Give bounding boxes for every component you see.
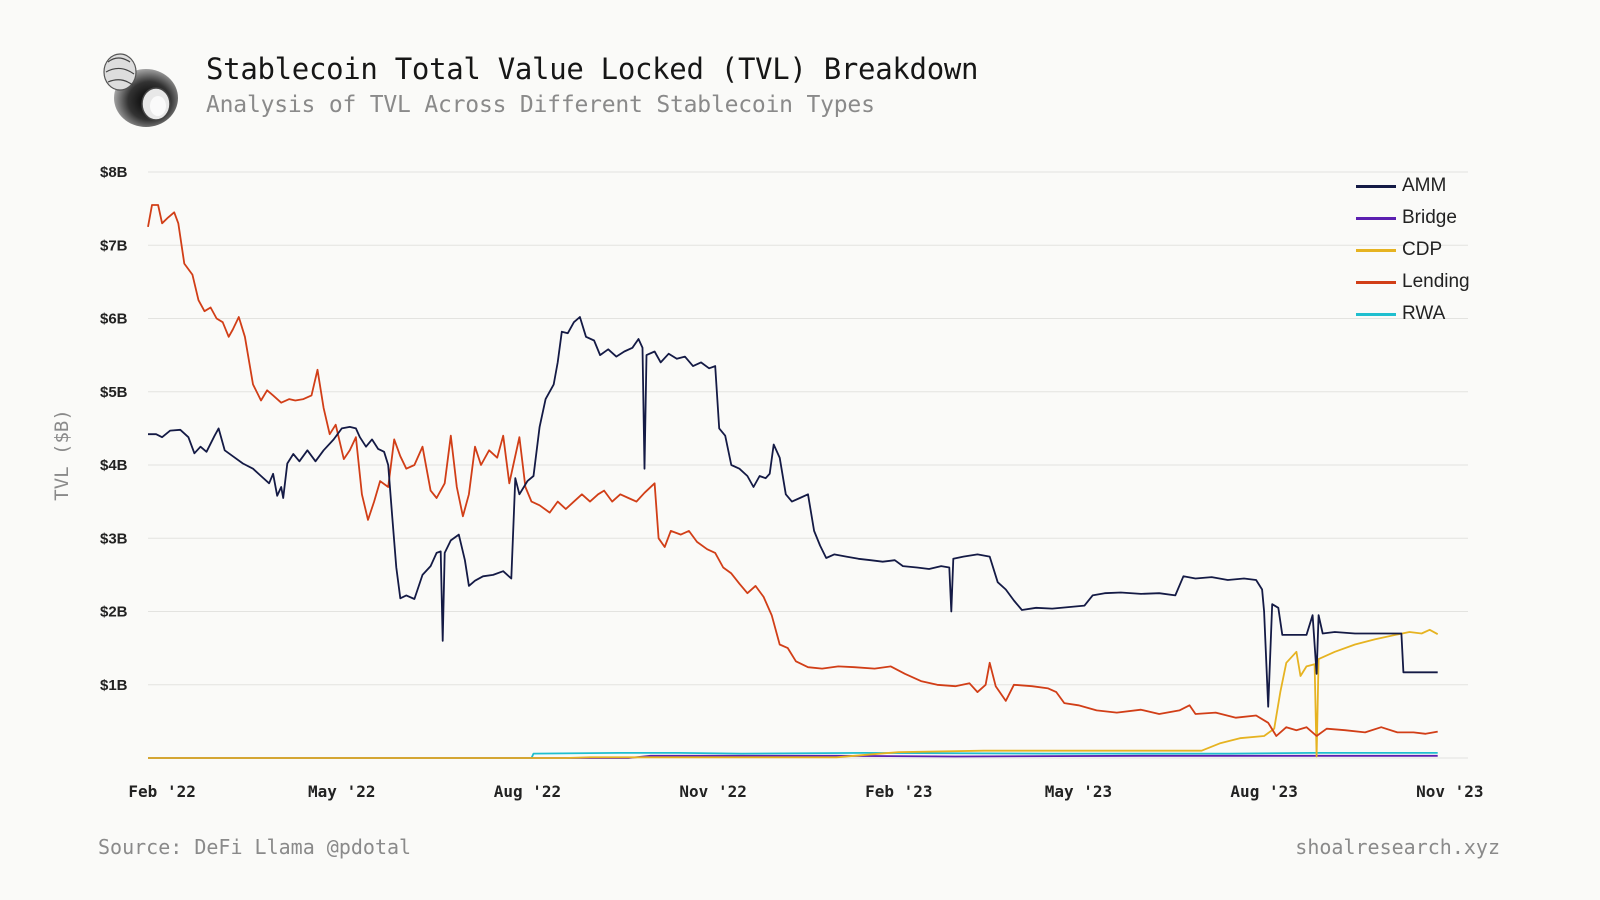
y-tick-label: $8B xyxy=(100,164,128,181)
legend-item-bridge: Bridge xyxy=(1356,205,1516,237)
y-tick-label: $5B xyxy=(100,384,128,401)
site-credit: shoalresearch.xyz xyxy=(1295,835,1500,859)
y-tick-label: $1B xyxy=(100,677,128,694)
chart-title: Stablecoin Total Value Locked (TVL) Brea… xyxy=(206,52,979,86)
series-line-amm xyxy=(148,316,1438,708)
x-tick-label: May '23 xyxy=(1045,782,1112,801)
legend-swatch xyxy=(1356,313,1396,316)
legend-label: CDP xyxy=(1402,239,1443,260)
legend-item-rwa: RWA xyxy=(1356,301,1516,333)
x-tick-label: Nov '23 xyxy=(1416,782,1483,801)
chart-header: Stablecoin Total Value Locked (TVL) Brea… xyxy=(98,48,1098,138)
x-tick-label: Feb '23 xyxy=(865,782,932,801)
legend-item-lending: Lending xyxy=(1356,269,1516,301)
legend-label: RWA xyxy=(1402,303,1446,324)
legend-swatch xyxy=(1356,185,1396,188)
source-credit: Source: DeFi Llama @pdotal xyxy=(98,835,412,859)
x-tick-label: May '22 xyxy=(308,782,375,801)
y-tick-label: $7B xyxy=(100,237,128,254)
chart-legend: AMM Bridge CDP Lending RWA xyxy=(1356,173,1516,333)
legend-swatch xyxy=(1356,249,1396,252)
seashell-logo-icon xyxy=(103,53,178,127)
y-tick-label: $3B xyxy=(100,530,128,547)
x-tick-label: Aug '23 xyxy=(1230,782,1297,801)
x-tick-label: Nov '22 xyxy=(679,782,746,801)
y-tick-label: $6B xyxy=(100,311,128,328)
y-tick-label: $4B xyxy=(100,457,128,474)
chart-subtitle: Analysis of TVL Across Different Stablec… xyxy=(206,92,875,118)
y-axis-label: TVL ($B) xyxy=(51,409,73,501)
series-line-rwa xyxy=(148,752,1438,759)
series-line-lending xyxy=(147,204,1438,737)
legend-swatch xyxy=(1356,217,1396,220)
y-tick-label: $2B xyxy=(100,604,128,621)
series-line-cdp xyxy=(148,628,1439,759)
legend-item-amm: AMM xyxy=(1356,173,1516,205)
legend-label: Lending xyxy=(1402,271,1470,292)
legend-label: Bridge xyxy=(1402,207,1457,228)
legend-label: AMM xyxy=(1402,175,1447,196)
x-tick-label: Feb '22 xyxy=(128,782,195,801)
legend-item-cdp: CDP xyxy=(1356,237,1516,269)
x-tick-label: Aug '22 xyxy=(494,782,561,801)
legend-swatch xyxy=(1356,281,1396,284)
